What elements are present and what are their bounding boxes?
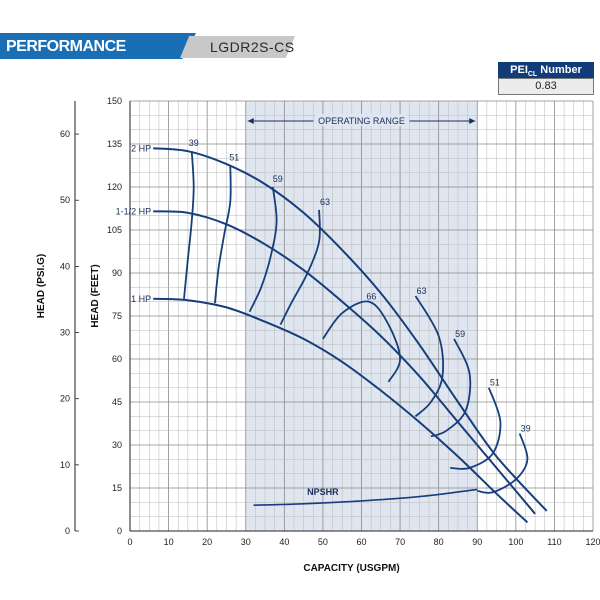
y2-tick-label: 60: [60, 129, 70, 139]
y-tick-label: 15: [112, 483, 122, 493]
x-tick-label: 120: [585, 537, 600, 547]
curve-label: 59: [273, 174, 283, 184]
x-tick-label: 110: [547, 537, 561, 547]
operating-range-label: OPERATING RANGE: [318, 116, 405, 126]
curve-label: 39: [521, 424, 531, 434]
curve-label: 51: [229, 153, 239, 163]
curve-1-1-2-hp: [153, 210, 536, 515]
y-tick-label: 0: [117, 526, 122, 536]
x-tick-label: 50: [318, 537, 328, 547]
pei-label: PEI: [510, 64, 528, 76]
curve-label: 63: [417, 286, 427, 296]
y-tick-label: 75: [112, 311, 122, 321]
header-banner: [0, 33, 196, 59]
efficiency-curve-51: [214, 165, 232, 304]
efficiency-curve-51right: [450, 387, 502, 470]
x-tick-label: 60: [356, 537, 366, 547]
efficiency-curve-66: [322, 300, 402, 383]
curve-npshr: [253, 488, 478, 506]
y2-tick-label: 0: [65, 526, 70, 536]
y2-tick-label: 40: [60, 261, 70, 271]
y-axis-label: HEAD (FEET): [90, 264, 101, 327]
y-tick-label: 45: [112, 397, 122, 407]
pei-value: 0.83: [498, 78, 594, 95]
y2-axis-label: HEAD (PSI.G): [36, 254, 47, 318]
y-tick-label: 135: [107, 139, 122, 149]
operating-range-label-bg: [315, 114, 408, 126]
y2-tick-label: 10: [60, 460, 70, 470]
curve-label: 66: [366, 292, 376, 302]
efficiency-curve-59right: [430, 338, 472, 438]
pei-label-rest: Number: [537, 64, 582, 76]
x-tick-label: 20: [202, 537, 212, 547]
section-title: PERFORMANCE: [6, 38, 126, 55]
curve-label: 1-1/2 HP: [116, 206, 152, 216]
y-tick-label: 150: [107, 96, 122, 106]
efficiency-curve-59: [248, 186, 278, 313]
x-tick-label: 90: [472, 537, 482, 547]
y2-tick-label: 30: [60, 328, 70, 338]
y-tick-label: 60: [112, 354, 122, 364]
curve-label: 59: [455, 329, 465, 339]
efficiency-curve-63right: [414, 295, 444, 417]
x-axis-label: CAPACITY (USGPM): [303, 563, 399, 574]
y-tick-label: 90: [112, 268, 122, 278]
y2-tick-label: 50: [60, 195, 70, 205]
model-number: LGDR2S-CS: [210, 39, 295, 55]
efficiency-curve-39: [183, 151, 195, 299]
x-tick-label: 10: [164, 537, 174, 547]
operating-range-arrowhead-left: [247, 118, 254, 124]
pei-header: PEICL Number: [498, 62, 594, 78]
pei-table: PEICL Number 0.83: [498, 62, 594, 95]
curve-1-hp: [153, 297, 529, 524]
curve-label: 63: [320, 197, 330, 207]
y-tick-label: 120: [107, 182, 122, 192]
y-tick-label: 30: [112, 440, 122, 450]
y-tick-label: 105: [107, 225, 122, 235]
y2-tick-label: 20: [60, 394, 70, 404]
x-tick-label: 40: [279, 537, 289, 547]
x-tick-label: 100: [508, 537, 523, 547]
x-tick-label: 0: [127, 537, 132, 547]
curve-label: 2 HP: [131, 143, 151, 153]
curve-label: NPSHR: [307, 487, 339, 497]
x-tick-label: 80: [434, 537, 444, 547]
curve-label: 51: [490, 378, 500, 388]
operating-range-arrowhead-right: [469, 118, 476, 124]
pei-label-sub: CL: [527, 71, 538, 79]
curve-label: 1 HP: [131, 294, 151, 304]
curve-2-hp: [153, 147, 548, 512]
x-tick-label: 30: [241, 537, 251, 547]
curve-label: 39: [189, 138, 199, 148]
model-tag: [180, 36, 295, 58]
x-tick-label: 70: [395, 537, 405, 547]
